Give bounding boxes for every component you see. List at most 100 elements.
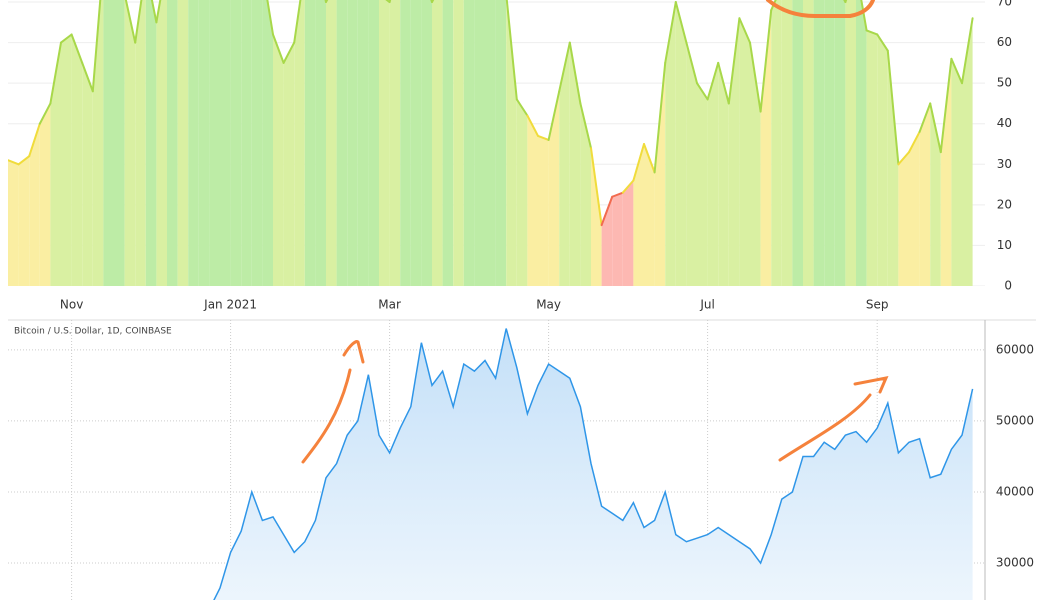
index-line-segment: [272, 33, 285, 64]
index-line-segment: [759, 9, 773, 113]
sentiment-band: [538, 135, 549, 286]
sentiment-band: [283, 42, 295, 286]
index-line-segment: [717, 61, 730, 105]
sentiment-band: [177, 0, 189, 286]
sentiment-band: [315, 0, 326, 286]
plot-area: [8, 328, 985, 600]
sentiment-band: [326, 0, 337, 286]
sentiment-band: [389, 0, 401, 286]
index-line-segment: [653, 61, 667, 174]
sentiment-band: [29, 123, 40, 286]
x-tick-label: Jan 2021: [203, 298, 257, 312]
sentiment-band: [39, 103, 51, 286]
sentiment-band: [856, 0, 867, 286]
y-tick-label: 60000: [996, 342, 1034, 356]
y-tick-label: 20: [997, 197, 1012, 211]
index-line-segment: [918, 102, 932, 133]
index-line-segment: [696, 82, 709, 101]
sentiment-band: [230, 0, 242, 286]
sentiment-band: [400, 0, 411, 286]
y-tick-label: 50: [997, 76, 1012, 90]
sentiment-band: [877, 34, 888, 286]
plot-area: [8, 0, 985, 286]
sentiment-band: [516, 99, 528, 286]
x-tick-label: Nov: [60, 298, 83, 312]
index-line-segment: [706, 61, 720, 101]
annotation-stroke: [766, 0, 875, 18]
sentiment-band: [495, 0, 507, 286]
sentiment-band: [453, 0, 464, 286]
index-line-segment: [8, 159, 20, 166]
annotation-arrow: [778, 375, 889, 462]
index-line-segment: [505, 0, 518, 101]
sentiment-band: [357, 0, 369, 286]
sentiment-band: [548, 91, 560, 286]
sentiment-band: [145, 0, 157, 286]
sentiment-band: [951, 58, 962, 286]
sentiment-band: [781, 0, 793, 286]
sentiment-band: [824, 0, 835, 286]
index-line-segment: [738, 17, 751, 44]
sentiment-band: [591, 148, 602, 286]
y-tick-label: 30000: [996, 556, 1034, 570]
sentiment-band: [633, 144, 644, 286]
y-tick-label: 0: [1004, 279, 1012, 293]
sentiment-band: [803, 0, 814, 286]
sentiment-band: [294, 0, 305, 286]
sentiment-band: [559, 42, 570, 286]
index-line-segment: [28, 122, 41, 158]
index-line-segment: [155, 0, 162, 24]
index-line-segment: [515, 98, 529, 117]
index-line-segment: [91, 0, 102, 93]
sentiment-band: [167, 0, 178, 286]
sentiment-band: [251, 0, 263, 286]
sentiment-band: [8, 160, 19, 286]
y-tick-label: 40: [997, 116, 1012, 130]
sentiment-band: [580, 103, 591, 286]
price-line: [213, 328, 974, 600]
sentiment-band: [654, 62, 666, 286]
index-line-segment: [865, 29, 879, 36]
sentiment-band: [262, 0, 273, 286]
index-line-segment: [150, 0, 158, 24]
index-line-segment: [282, 41, 296, 64]
index-line-segment: [558, 41, 571, 93]
y-tick-label: 30: [997, 157, 1012, 171]
chart-source-label: Bitcoin / U.S. Dollar, 1D, COINBASE: [14, 327, 172, 337]
annotation-arrow: [301, 340, 365, 464]
index-line-segment: [950, 57, 963, 85]
price-chart: 30000 40000 50000 60000: [8, 320, 1034, 600]
sentiment-band: [241, 0, 252, 286]
index-line-segment: [81, 61, 94, 93]
index-line-segment: [537, 134, 550, 141]
index-line-segment: [632, 143, 645, 182]
sentiment-band: [336, 0, 348, 286]
y-tick-label: 50000: [996, 413, 1034, 427]
sentiment-band: [432, 0, 443, 286]
sentiment-band: [887, 50, 899, 286]
index-line-segment: [886, 49, 900, 166]
sentiment-band: [71, 34, 83, 286]
sentiment-band: [198, 0, 210, 286]
index-line-segment: [17, 155, 31, 166]
sentiment-band: [665, 2, 676, 286]
sentiment-band: [845, 0, 856, 286]
index-line-segment: [643, 143, 656, 174]
sentiment-band: [442, 0, 454, 286]
sentiment-band: [18, 156, 30, 286]
index-line-segment: [38, 102, 52, 125]
sentiment-band: [930, 103, 941, 286]
sentiment-band: [379, 0, 390, 286]
sentiment-band: [813, 0, 825, 286]
sentiment-band: [347, 0, 358, 286]
sentiment-band: [82, 62, 93, 286]
sentiment-band: [188, 0, 199, 286]
index-line-segment: [60, 33, 73, 44]
sentiment-band: [61, 34, 72, 286]
sentiment-band: [421, 0, 432, 286]
index-line-segment: [621, 179, 635, 194]
sentiment-band: [771, 0, 782, 286]
sentiment-band: [686, 42, 697, 286]
index-line-segment: [664, 1, 677, 64]
fear-greed-chart: 0 10 20 30 40 50 60 70 Nov Jan 2021 Mar May Jul Sep: [8, 0, 1012, 312]
